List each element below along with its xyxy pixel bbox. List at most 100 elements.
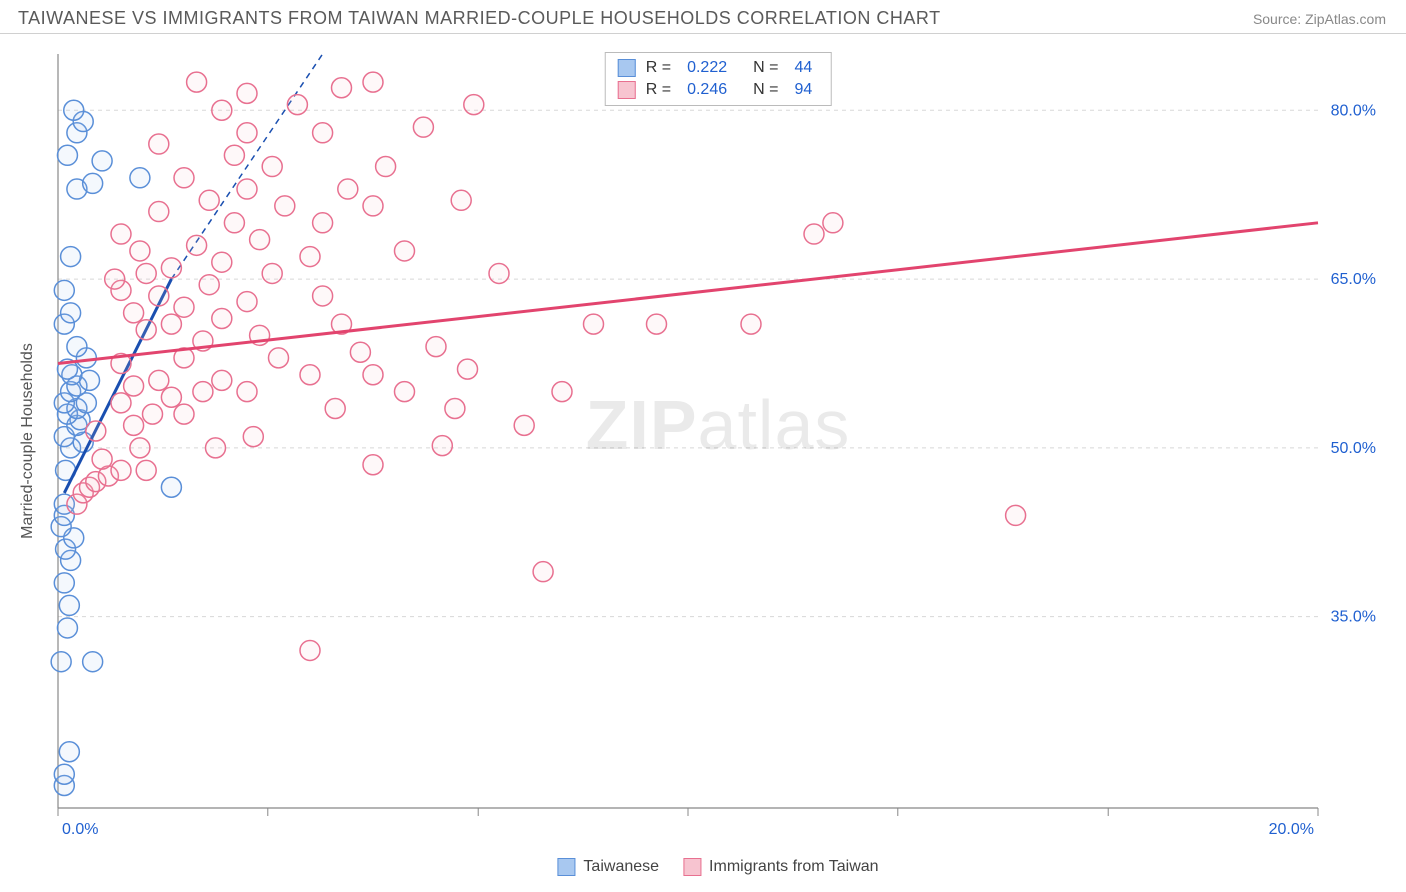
data-point (741, 314, 761, 334)
data-point (823, 213, 843, 233)
correlation-legend: R = 0.222 N = 44 R = 0.246 N = 94 (605, 52, 832, 106)
legend-swatch (618, 59, 636, 77)
data-point (92, 151, 112, 171)
r-label: R = (646, 81, 671, 99)
data-point (51, 652, 71, 672)
data-point (86, 421, 106, 441)
data-point (111, 460, 131, 480)
data-point (57, 145, 77, 165)
data-point (350, 342, 370, 362)
data-point (199, 190, 219, 210)
data-point (130, 438, 150, 458)
legend-label: Immigrants from Taiwan (709, 858, 879, 875)
data-point (395, 241, 415, 261)
data-point (313, 213, 333, 233)
legend-row: R = 0.222 N = 44 (618, 57, 819, 79)
r-value: 0.222 (687, 59, 727, 77)
data-point (1006, 505, 1026, 525)
data-point (212, 308, 232, 328)
y-tick-label: 80.0% (1331, 102, 1376, 119)
data-point (413, 117, 433, 137)
data-point (83, 652, 103, 672)
data-point (61, 247, 81, 267)
data-point (161, 314, 181, 334)
data-point (161, 387, 181, 407)
data-point (54, 764, 74, 784)
data-point (533, 562, 553, 582)
data-point (325, 398, 345, 418)
data-point (363, 455, 383, 475)
data-point (206, 438, 226, 458)
data-point (432, 436, 452, 456)
data-point (212, 252, 232, 272)
data-point (363, 365, 383, 385)
data-point (187, 235, 207, 255)
data-point (212, 370, 232, 390)
data-point (445, 398, 465, 418)
data-point (237, 123, 257, 143)
data-point (250, 230, 270, 250)
data-point (514, 415, 534, 435)
n-value: 94 (794, 81, 812, 99)
data-point (338, 179, 358, 199)
data-point (61, 303, 81, 323)
legend-swatch (557, 858, 575, 876)
data-point (243, 427, 263, 447)
data-point (464, 95, 484, 115)
y-tick-label: 50.0% (1331, 440, 1376, 457)
data-point (224, 213, 244, 233)
y-tick-label: 65.0% (1331, 271, 1376, 288)
data-point (187, 72, 207, 92)
data-point (313, 123, 333, 143)
chart-title: TAIWANESE VS IMMIGRANTS FROM TAIWAN MARR… (18, 8, 941, 29)
data-point (300, 247, 320, 267)
legend-row: R = 0.246 N = 94 (618, 79, 819, 101)
data-point (67, 337, 87, 357)
data-point (130, 241, 150, 261)
data-point (426, 337, 446, 357)
data-point (804, 224, 824, 244)
data-point (237, 382, 257, 402)
data-point (174, 404, 194, 424)
data-point (111, 224, 131, 244)
data-point (300, 640, 320, 660)
data-point (224, 145, 244, 165)
legend-swatch (683, 858, 701, 876)
data-point (584, 314, 604, 334)
data-point (376, 157, 396, 177)
legend-swatch (618, 81, 636, 99)
data-point (64, 100, 84, 120)
data-point (105, 269, 125, 289)
series-legend: TaiwaneseImmigrants from Taiwan (557, 858, 878, 876)
data-point (552, 382, 572, 402)
data-point (149, 134, 169, 154)
data-point (130, 168, 150, 188)
data-point (111, 393, 131, 413)
data-point (489, 263, 509, 283)
scatter-plot: 35.0%50.0%65.0%80.0%0.0%20.0% (50, 46, 1386, 836)
legend-item: Immigrants from Taiwan (683, 858, 879, 876)
data-point (149, 370, 169, 390)
data-point (300, 365, 320, 385)
data-point (212, 100, 232, 120)
r-value: 0.246 (687, 81, 727, 99)
data-point (124, 376, 144, 396)
n-label: N = (753, 59, 778, 77)
data-point (59, 595, 79, 615)
data-point (287, 95, 307, 115)
x-tick-label: 0.0% (62, 821, 98, 836)
data-point (363, 72, 383, 92)
data-point (193, 382, 213, 402)
data-point (647, 314, 667, 334)
data-point (237, 179, 257, 199)
data-point (395, 382, 415, 402)
r-label: R = (646, 59, 671, 77)
data-point (59, 742, 79, 762)
chart-area: Married-couple Households 35.0%50.0%65.0… (50, 46, 1386, 836)
data-point (451, 190, 471, 210)
data-point (363, 196, 383, 216)
data-point (136, 460, 156, 480)
data-point (458, 359, 478, 379)
data-point (237, 83, 257, 103)
y-axis-label: Married-couple Households (19, 343, 37, 539)
